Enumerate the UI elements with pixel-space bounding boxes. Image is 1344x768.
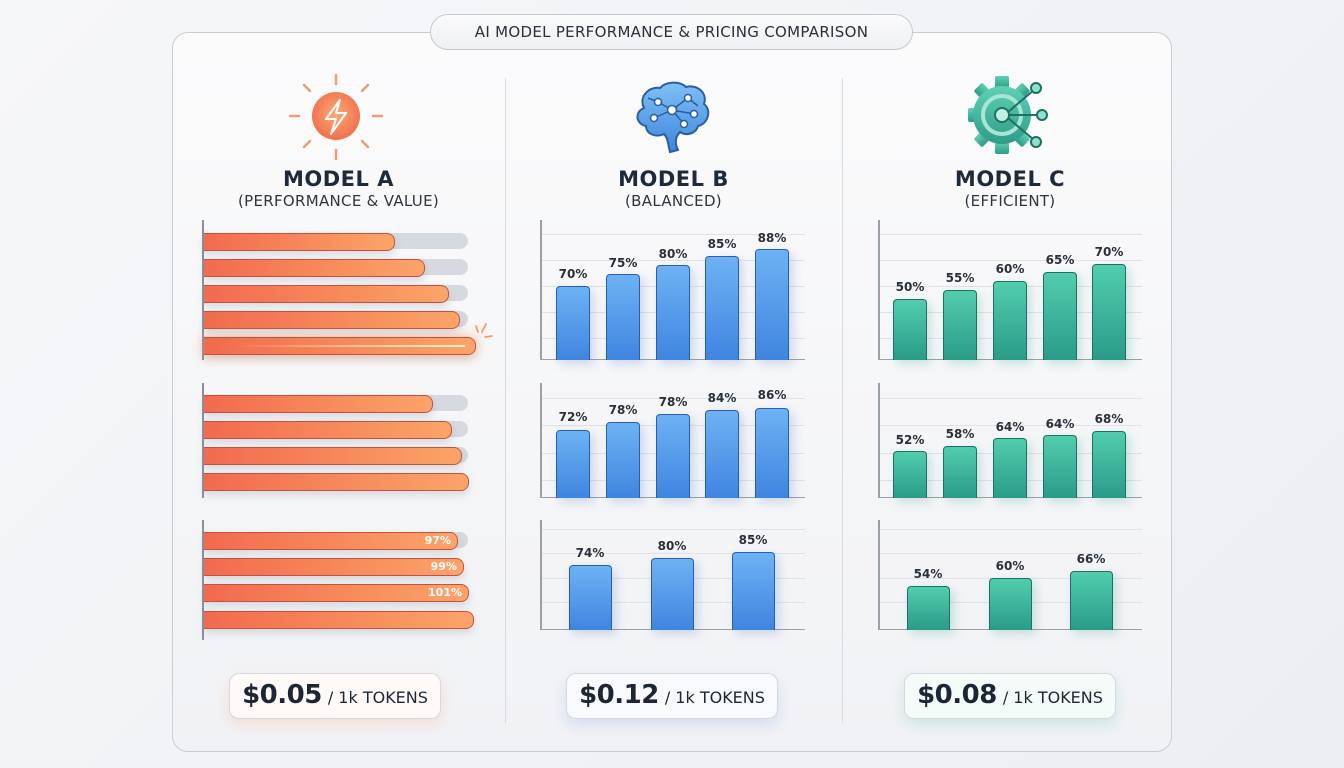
- model-a-subtitle: (PERFORMANCE & VALUE): [237, 192, 440, 210]
- bar: [705, 256, 739, 360]
- bar: [656, 265, 690, 360]
- column-divider: [505, 78, 506, 723]
- bar-label: 55%: [945, 271, 975, 285]
- bar-label: 72%: [558, 410, 588, 424]
- bar-label: 60%: [995, 262, 1025, 276]
- model-b-name: MODEL B: [618, 167, 729, 191]
- bar-label: 70%: [1094, 245, 1124, 259]
- model-a-chart-1: [202, 220, 493, 360]
- bar-label: 80%: [657, 539, 687, 553]
- lightning-sun-icon: [286, 72, 386, 162]
- bar-label: 54%: [913, 567, 943, 581]
- bar-99: 99%: [204, 558, 464, 576]
- bar-101: 101%: [204, 584, 469, 602]
- price-amount: $0.05: [242, 680, 322, 710]
- model-c-chart-2: 52% 58% 64% 64% 68%: [878, 383, 1142, 498]
- bar-label: 85%: [738, 533, 768, 547]
- bar: [705, 410, 739, 498]
- bar-label: 78%: [658, 395, 688, 409]
- bar-label: 64%: [995, 420, 1025, 434]
- model-c-name: MODEL C: [954, 167, 1066, 191]
- column-divider: [842, 78, 843, 723]
- model-a-chart-3: 97% 99% 101%: [202, 520, 492, 640]
- model-a-price-badge: $0.05 / 1k TOKENS: [229, 673, 441, 719]
- bar: [755, 249, 789, 360]
- model-b-chart-3: 74% 80% 85%: [540, 520, 805, 630]
- model-c-chart-3: 54% 60% 66%: [878, 520, 1142, 630]
- bar-label: 80%: [658, 247, 688, 261]
- bar: [204, 259, 425, 277]
- bar-label: 78%: [608, 403, 638, 417]
- bar: [204, 233, 395, 251]
- bar-highlight: [204, 337, 476, 355]
- bar: [556, 286, 590, 360]
- bar-label: 75%: [608, 256, 638, 270]
- bar: [204, 395, 433, 413]
- bar: [893, 451, 927, 498]
- bar: [556, 430, 590, 498]
- bar: [204, 611, 474, 629]
- bar-label: 60%: [995, 559, 1025, 573]
- bar: [569, 565, 612, 630]
- page-title: AI MODEL PERFORMANCE & PRICING COMPARISO…: [430, 14, 913, 50]
- model-c-price-badge: $0.08 / 1k TOKENS: [904, 673, 1116, 719]
- model-a-chart-2: [202, 383, 492, 498]
- model-b-price-badge: $0.12 / 1k TOKENS: [566, 673, 778, 719]
- bar-label: 50%: [895, 280, 925, 294]
- bar-label: 84%: [707, 391, 737, 405]
- bar: [1092, 431, 1126, 498]
- bar-label: 85%: [707, 237, 737, 251]
- bar-label: 66%: [1076, 552, 1106, 566]
- bar-label: 58%: [945, 427, 975, 441]
- bar: [204, 421, 452, 439]
- bar-label: 70%: [558, 267, 588, 281]
- bar-97: 97%: [204, 532, 458, 550]
- model-c-subtitle: (EFFICIENT): [964, 192, 1056, 210]
- bar: [943, 446, 977, 498]
- bar: [943, 290, 977, 360]
- bar: [755, 408, 789, 498]
- bar: [1070, 571, 1113, 630]
- model-b-chart-2: 72% 78% 78% 84% 86%: [540, 383, 805, 498]
- model-c-chart-1: 50% 55% 60% 65% 70%: [878, 220, 1142, 360]
- bar: [1092, 264, 1126, 360]
- bar-label: 64%: [1045, 417, 1075, 431]
- bar: [993, 281, 1027, 360]
- model-a-name: MODEL A: [283, 167, 394, 191]
- bar: [204, 285, 449, 303]
- brain-network-icon: [624, 78, 720, 158]
- price-unit: / 1k TOKENS: [1002, 688, 1103, 707]
- bar: [732, 552, 775, 630]
- model-b-chart-1: 70% 75% 80% 85% 88%: [540, 220, 805, 360]
- model-b-subtitle: (BALANCED): [625, 192, 722, 210]
- bar-label: 68%: [1094, 412, 1124, 426]
- bar: [606, 274, 640, 360]
- gear-network-icon: [966, 72, 1056, 158]
- bar: [1043, 272, 1077, 360]
- bar-label: 65%: [1045, 253, 1075, 267]
- bar-label: 88%: [757, 231, 787, 245]
- price-unit: / 1k TOKENS: [327, 688, 428, 707]
- bar-label: 52%: [895, 433, 925, 447]
- bar: [651, 558, 694, 630]
- bar: [656, 414, 690, 498]
- bar: [893, 299, 927, 360]
- bar: [907, 586, 950, 630]
- bar: [993, 438, 1027, 498]
- price-amount: $0.08: [917, 680, 997, 710]
- bar: [204, 447, 462, 465]
- bar: [1043, 435, 1077, 498]
- bar: [204, 473, 469, 491]
- bar-label: 86%: [757, 388, 787, 402]
- sparkle-icon: [475, 323, 493, 338]
- price-amount: $0.12: [579, 680, 659, 710]
- bar-label: 74%: [575, 546, 605, 560]
- price-unit: / 1k TOKENS: [664, 688, 765, 707]
- bar: [204, 311, 460, 329]
- bar: [606, 422, 640, 498]
- bar: [989, 578, 1032, 630]
